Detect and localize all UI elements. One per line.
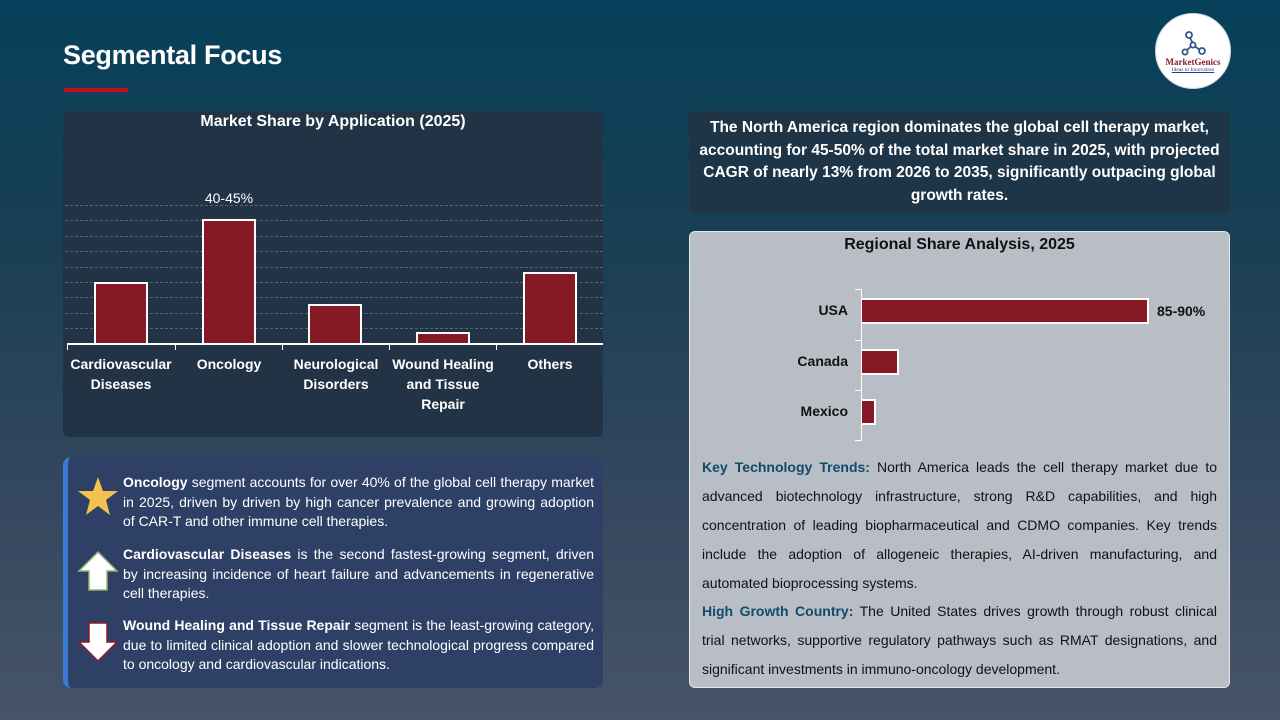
axis-tick	[855, 340, 862, 341]
high-growth-text: High Growth Country: The United States d…	[702, 603, 1218, 677]
axis-tick	[855, 390, 862, 391]
page-title: Segmental Focus	[63, 40, 283, 70]
bar-neurological	[308, 304, 362, 343]
summary-text: The North America region dominates the g…	[699, 119, 1220, 204]
application-share-chart: Market Share by Application (2025) 40-45…	[63, 111, 603, 437]
gridline	[65, 251, 603, 252]
bar-category-canada: Canada	[797, 353, 848, 369]
chart-title: Market Share by Application (2025)	[200, 113, 466, 130]
gridline	[65, 267, 603, 268]
axis-tick	[855, 440, 862, 441]
gridline	[65, 236, 603, 237]
company-logo: MarketGenics Ideas to Innovation	[1155, 13, 1231, 89]
regional-chart-title: Regional Share Analysis, 2025	[844, 236, 1075, 253]
category-label: Wound Healing and Tissue Repair	[392, 356, 494, 412]
down-arrow-icon	[77, 622, 119, 663]
up-arrow-icon	[77, 550, 119, 591]
y-axis	[861, 289, 862, 441]
category-label: Cardiovascular Diseases	[70, 356, 172, 392]
star-icon	[78, 477, 118, 515]
bar-label-oncology: 40-45%	[204, 190, 254, 206]
gridline	[65, 297, 603, 298]
axis-tick	[175, 343, 176, 350]
north-america-summary: The North America region dominates the g…	[689, 111, 1230, 213]
bar-others	[523, 272, 577, 343]
bar-oncology	[202, 219, 256, 343]
category-label: Others	[527, 356, 573, 372]
bar-cardiovascular	[94, 282, 148, 343]
bar-mexico	[862, 399, 876, 425]
logo-name: MarketGenics	[1165, 56, 1221, 67]
bar-category-usa: USA	[818, 302, 848, 318]
insights-panel: Oncology segment accounts for over 40% o…	[63, 457, 603, 688]
bar-usa	[862, 298, 1149, 324]
gridline	[65, 205, 603, 206]
axis-tick	[389, 343, 390, 350]
bar-canada	[862, 349, 899, 375]
insight-cardiovascular: Cardiovascular Diseases is the second fa…	[123, 546, 595, 601]
bar-value-usa: 85-90%	[1157, 303, 1206, 319]
insight-wound-healing: Wound Healing and Tissue Repair segment …	[123, 617, 594, 672]
logo-tagline: Ideas to Innovation	[1171, 66, 1215, 73]
gridline	[65, 282, 603, 283]
molecule-icon	[1181, 30, 1206, 55]
title-underline	[64, 88, 128, 92]
regional-share-panel: Regional Share Analysis, 2025 USA 85-90%…	[689, 231, 1230, 688]
gridline	[65, 220, 603, 221]
axis-tick	[282, 343, 283, 350]
bar-category-mexico: Mexico	[800, 403, 848, 419]
tech-trends-text: Key Technology Trends: North America lea…	[702, 459, 1217, 591]
chart-plot-area: 40-45% Cardiovascular Diseases Oncology N…	[65, 111, 603, 437]
axis-tick	[67, 343, 68, 350]
axis-tick	[855, 289, 862, 290]
axis-tick	[496, 343, 497, 350]
bar-wound-healing	[416, 332, 470, 343]
category-label: Oncology	[196, 356, 262, 372]
category-label: Neurological Disorders	[293, 356, 379, 392]
insight-oncology: Oncology segment accounts for over 40% o…	[123, 474, 594, 529]
x-axis	[67, 343, 603, 345]
